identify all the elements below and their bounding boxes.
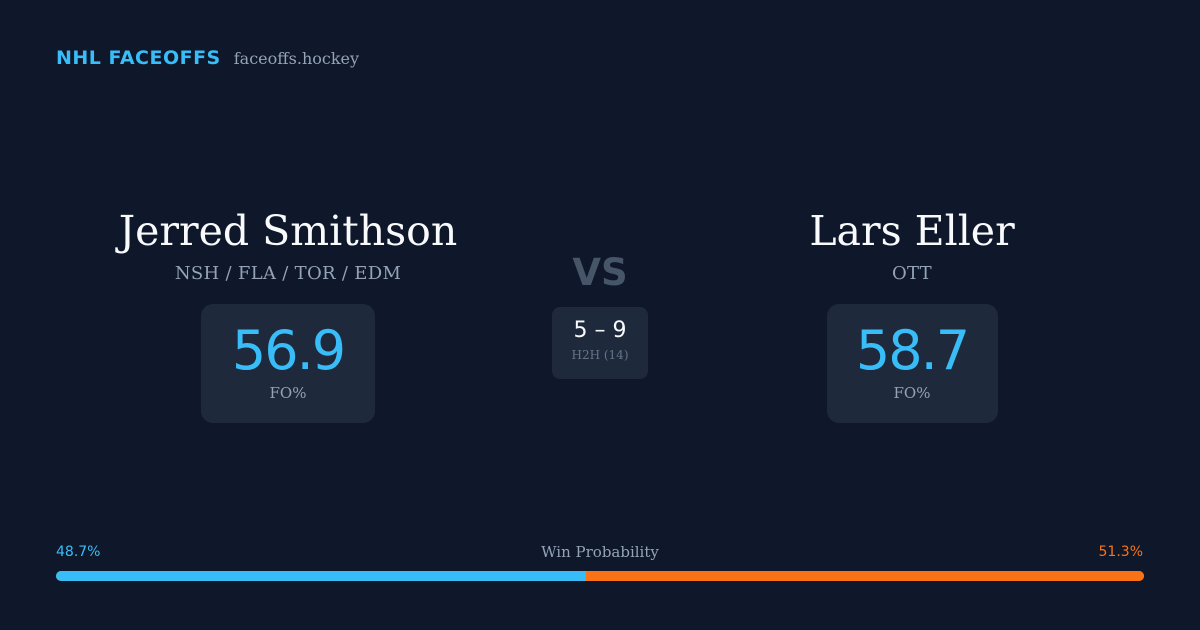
head-to-head-card: 5 – 9 H2H (14): [552, 307, 648, 379]
head-to-head-score: 5 – 9: [573, 318, 627, 343]
player-left-fo-label: FO%: [269, 384, 307, 402]
player-right-name: Lars Eller: [809, 207, 1015, 255]
player-right-stat-card: 58.7 FO%: [826, 304, 998, 423]
head-to-head-label: H2H (14): [571, 348, 629, 362]
vs-label: VS: [572, 251, 628, 294]
win-probability-bar-left: [56, 571, 586, 581]
player-left-teams: NSH / FLA / TOR / EDM: [174, 263, 402, 284]
win-probability-right-label: 51.3%: [1098, 544, 1143, 560]
win-probability-bar-right: [585, 571, 1144, 581]
win-probability-bar: [56, 571, 1144, 581]
brand-header: NHL FACEOFFS faceoffs.hockey: [56, 47, 359, 69]
brand-title[interactable]: NHL FACEOFFS: [56, 47, 221, 69]
win-probability-left-label: 48.7%: [56, 544, 101, 560]
player-right-fo-label: FO%: [893, 384, 931, 402]
player-left-name: Jerred Smithson: [118, 207, 458, 255]
player-right-fo-value: 58.7: [855, 319, 970, 382]
player-left-stat-card: 56.9 FO%: [201, 304, 375, 423]
player-left-fo-value: 56.9: [231, 319, 346, 382]
brand-domain[interactable]: faceoffs.hockey: [233, 49, 360, 68]
player-left: Jerred Smithson NSH / FLA / TOR / EDM 56…: [58, 205, 518, 423]
player-right: Lars Eller OTT 58.7 FO%: [682, 205, 1142, 423]
win-probability-title: Win Probability: [541, 543, 659, 561]
player-right-teams: OTT: [891, 263, 932, 284]
